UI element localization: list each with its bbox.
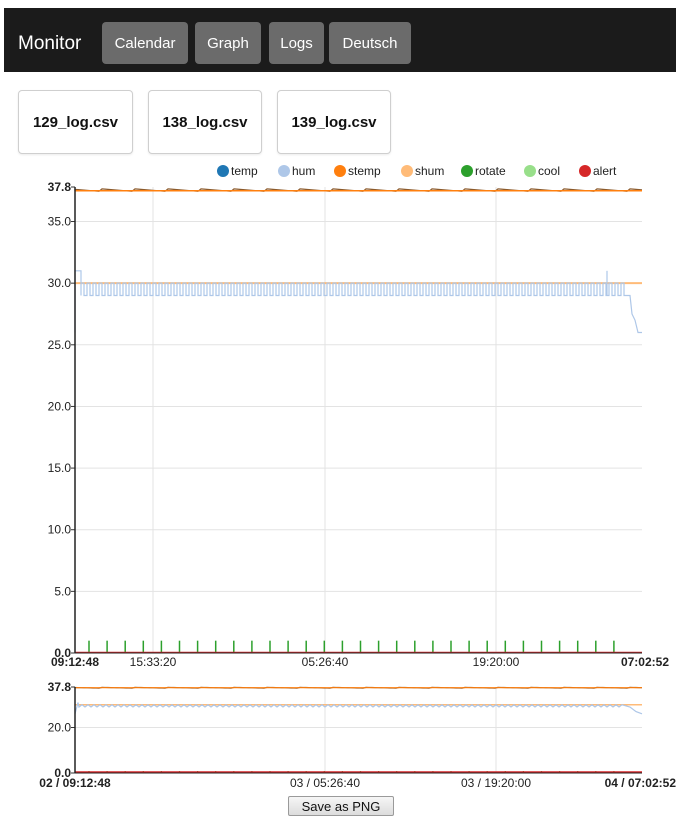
deutsch-button[interactable]: Deutsch xyxy=(329,22,411,64)
main-y-tick-label: 37.8 xyxy=(48,180,72,194)
legend-label-hum: hum xyxy=(292,164,315,178)
overview-series-hum xyxy=(74,702,643,715)
legend-marker-stemp xyxy=(334,165,346,177)
app-brand[interactable]: Monitor xyxy=(18,33,82,54)
overview-x-tick-label: 02 / 09:12:48 xyxy=(39,776,111,790)
main-x-tick-label: 07:02:52 xyxy=(621,655,669,669)
top-navbar: Monitor Calendar Graph Logs Deutsch xyxy=(4,8,676,72)
legend-marker-cool xyxy=(524,165,536,177)
file-button-139[interactable]: 139_log.csv xyxy=(277,90,391,154)
main-y-tick-label: 20.0 xyxy=(48,399,72,413)
legend-marker-shum xyxy=(401,165,413,177)
legend-label-rotate: rotate xyxy=(475,164,506,178)
main-y-tick-label: 15.0 xyxy=(48,461,72,475)
graph-button[interactable]: Graph xyxy=(195,22,261,64)
calendar-button[interactable]: Calendar xyxy=(102,22,188,64)
overview-chart-series xyxy=(74,686,643,773)
overview-x-tick-label: 03 / 05:26:40 xyxy=(290,776,360,790)
main-y-tick-label: 30.0 xyxy=(48,276,72,290)
legend-marker-rotate xyxy=(461,165,473,177)
legend-label-cool: cool xyxy=(538,164,560,178)
save-png-button[interactable]: Save as PNG xyxy=(288,796,394,816)
legend-label-shum: shum xyxy=(415,164,444,178)
main-y-tick-label: 25.0 xyxy=(48,338,72,352)
file-button-129[interactable]: 129_log.csv xyxy=(18,90,133,154)
overview-y-tick-label: 20.0 xyxy=(48,720,72,734)
overview-x-tick-label: 03 / 19:20:00 xyxy=(461,776,531,790)
main-x-tick-label: 09:12:48 xyxy=(51,655,99,669)
main-y-tick-label: 0.0 xyxy=(54,646,71,660)
main-x-tick-label: 05:26:40 xyxy=(302,655,349,669)
main-x-tick-label: 15:33:20 xyxy=(130,655,177,669)
main-chart-grid xyxy=(75,187,642,653)
main-x-tick-label: 19:20:00 xyxy=(473,655,520,669)
overview-x-tick-label: 04 / 07:02:52 xyxy=(605,776,676,790)
legend-label-alert: alert xyxy=(593,164,617,178)
main-y-tick-label: 5.0 xyxy=(54,584,71,598)
main-chart-series xyxy=(74,188,643,654)
legend-marker-temp xyxy=(217,165,229,177)
overview-y-tick-label: 0.0 xyxy=(54,766,71,780)
overview-chart-grid xyxy=(75,687,642,773)
legend-label-temp: temp xyxy=(231,164,258,178)
series-line-hum xyxy=(74,270,642,334)
file-button-138[interactable]: 138_log.csv xyxy=(148,90,262,154)
main-y-tick-label: 35.0 xyxy=(48,215,72,229)
main-y-tick-label: 10.0 xyxy=(48,523,72,537)
logs-button[interactable]: Logs xyxy=(269,22,324,64)
overview-chart-axes: 0.0 20.0 37.8 02 / 09:12:48 03 / 05:26:40 03 … xyxy=(39,680,676,790)
chart-area: temp hum stemp shum rotate cool alert 0.0 5.0 10… xyxy=(39,164,676,790)
overview-y-tick-label: 37.8 xyxy=(48,680,72,694)
main-chart-axes: 0.0 5.0 10.0 15.0 20.0 25.0 30.0 35.0 37.8 09:12:… xyxy=(48,180,670,669)
legend-label-stemp: stemp xyxy=(348,164,381,178)
legend-marker-alert xyxy=(579,165,591,177)
legend-marker-hum xyxy=(278,165,290,177)
chart-legend: temp hum stemp shum rotate cool alert xyxy=(217,164,617,178)
